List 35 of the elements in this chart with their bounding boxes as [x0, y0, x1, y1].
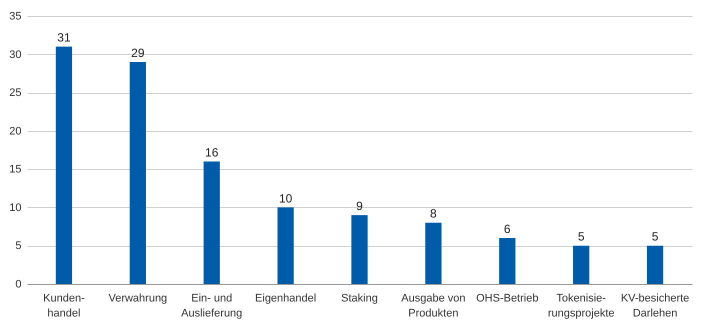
- data-label: 31: [57, 30, 71, 45]
- data-label: 9: [356, 199, 364, 214]
- bar: [573, 246, 590, 284]
- bar: [56, 46, 72, 284]
- y-tick-label: 10: [9, 202, 22, 214]
- x-tick-label: Staking: [341, 292, 378, 304]
- data-label: 8: [430, 206, 438, 221]
- bar: [351, 215, 368, 284]
- x-tick-label: Kunden- handel: [43, 292, 86, 320]
- data-label: 10: [278, 191, 293, 206]
- bar: [499, 238, 516, 284]
- x-tick-label: Ein- und Auslieferung: [181, 292, 242, 320]
- data-label: 5: [652, 230, 659, 244]
- data-label: 6: [504, 222, 511, 236]
- bar: [646, 246, 664, 284]
- x-tick-label: Tokenisie- rungsprojekte: [548, 292, 614, 320]
- y-tick-label: 5: [15, 240, 22, 252]
- data-label: 29: [131, 46, 145, 60]
- y-tick-label: 30: [9, 48, 22, 61]
- x-tick-label: OHS-Betrieb: [476, 292, 538, 304]
- y-tick-label: 0: [15, 278, 22, 290]
- x-tick-label: Verwahrung: [108, 292, 168, 304]
- y-tick-label: 25: [9, 87, 22, 100]
- bar: [204, 161, 220, 284]
- bar: [130, 62, 146, 284]
- x-tick-label: Ausgabe von Produkten: [401, 292, 466, 320]
- bar: [277, 207, 294, 284]
- y-tick-label: 20: [9, 125, 22, 138]
- y-tick-label: 15: [9, 164, 22, 176]
- bar: [425, 222, 442, 284]
- data-label: 16: [205, 145, 219, 160]
- y-tick-label: 35: [9, 10, 22, 22]
- x-tick-label: KV-besicherte Darlehen: [620, 292, 690, 320]
- x-tick-label: Eigenhandel: [255, 292, 316, 304]
- data-label: 5: [578, 230, 585, 244]
